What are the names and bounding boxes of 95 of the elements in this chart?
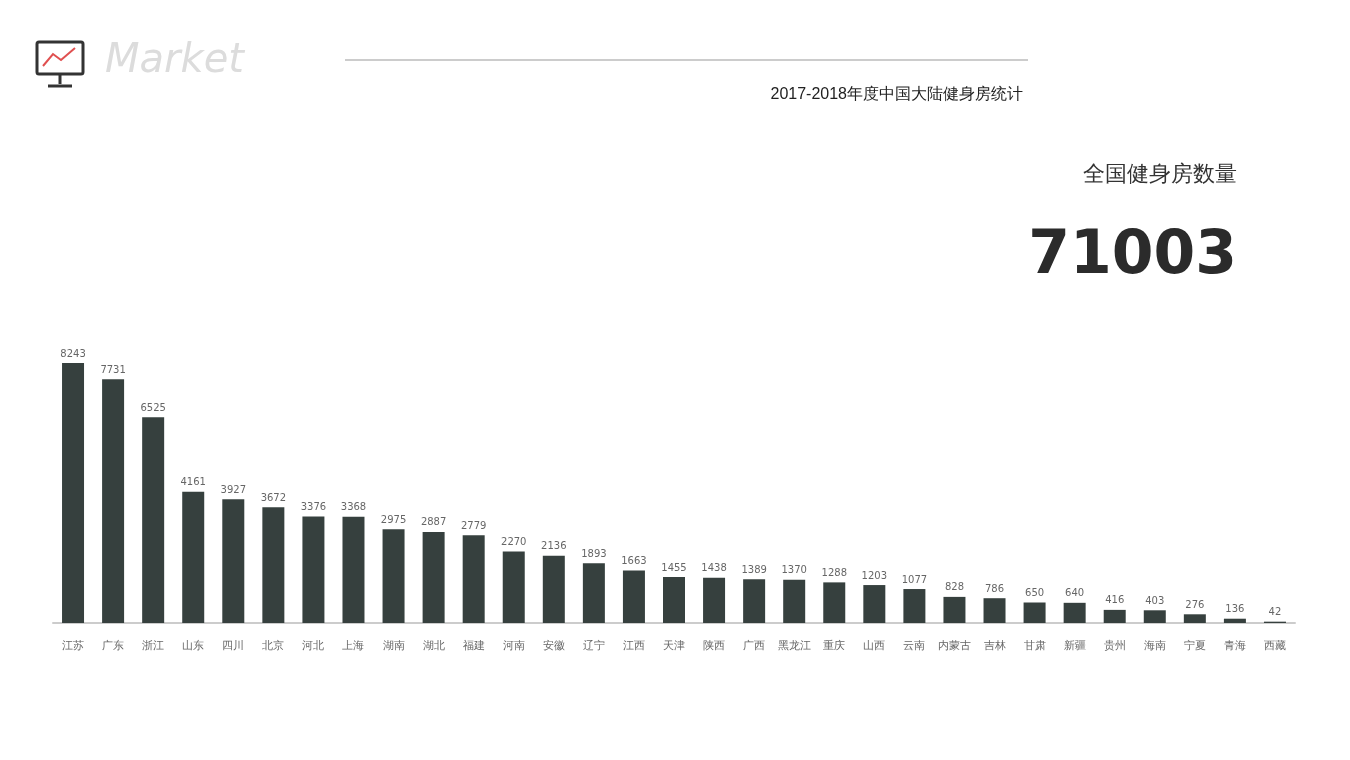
- bar: [1223, 618, 1246, 623]
- bar: [102, 379, 125, 623]
- bar: [502, 551, 525, 623]
- data-label: 3376: [300, 501, 327, 513]
- x-tick-label: 云南: [903, 638, 926, 651]
- x-tick-label: 吉林: [983, 638, 1006, 651]
- x-tick-label: 天津: [663, 638, 685, 651]
- data-label: 42: [1268, 606, 1282, 618]
- data-label: 4161: [180, 476, 206, 488]
- bar: [1103, 609, 1126, 623]
- bar: [302, 516, 325, 623]
- data-label: 136: [1225, 603, 1245, 615]
- x-tick-label: 山西: [863, 638, 886, 651]
- data-label: 2779: [460, 519, 487, 531]
- bar: [262, 507, 285, 623]
- data-label: 650: [1025, 587, 1045, 598]
- bar: [62, 363, 85, 623]
- x-tick-label: 青海: [1223, 638, 1246, 651]
- x-tick-label: 甘肃: [1023, 638, 1046, 651]
- x-tick-label: 辽宁: [582, 638, 605, 651]
- data-label: 640: [1065, 587, 1085, 599]
- bar: [542, 555, 565, 623]
- bar: [622, 570, 645, 623]
- x-tick-label: 贵州: [1103, 638, 1126, 651]
- x-tick-label: 西藏: [1263, 638, 1286, 651]
- bar: [663, 577, 685, 623]
- data-label: 2136: [541, 540, 567, 552]
- bar: [1143, 610, 1166, 623]
- data-label: 2887: [420, 516, 447, 528]
- data-label: 1203: [861, 569, 888, 581]
- bar: [582, 563, 605, 623]
- bar: [863, 585, 886, 623]
- bar: [342, 516, 365, 623]
- bar: [903, 589, 926, 623]
- x-tick-label: 陕西: [703, 638, 726, 651]
- data-label: 1663: [621, 555, 647, 567]
- bar: [222, 499, 245, 623]
- x-tick-label: 上海: [342, 638, 365, 651]
- x-tick-label: 四川: [222, 638, 245, 651]
- data-label: 3927: [220, 483, 247, 495]
- x-tick-label: 宁夏: [1183, 638, 1206, 651]
- bar: [703, 577, 726, 623]
- x-tick-label: 湖北: [422, 638, 445, 651]
- x-tick-label: 黑龙江: [777, 638, 811, 651]
- chart-title: 2017-2018年度中国大陆健身房统计: [770, 84, 1023, 102]
- bar: [422, 531, 445, 623]
- x-tick-label: 新疆: [1063, 638, 1086, 651]
- x-tick-label: 河北: [302, 638, 325, 651]
- x-tick-label: 湖南: [382, 638, 405, 651]
- bar: [783, 579, 806, 623]
- data-label: 1389: [741, 563, 767, 575]
- text: 全国健身房数量: [1083, 160, 1237, 186]
- data-label: 403: [1145, 594, 1165, 606]
- data-label: 786: [984, 582, 1005, 594]
- data-label: 2975: [380, 513, 407, 525]
- data-label: 6525: [140, 401, 166, 413]
- bar: [743, 579, 766, 623]
- data-label: 828: [944, 581, 964, 593]
- data-label: 276: [1185, 598, 1205, 610]
- data-label: 2270: [501, 535, 527, 547]
- data-label: 7731: [100, 363, 126, 375]
- bar: [142, 417, 165, 623]
- data-label: 1455: [661, 561, 687, 573]
- bar: [1063, 602, 1086, 623]
- data-label: 8243: [60, 347, 86, 359]
- bar: [462, 535, 485, 623]
- x-tick-label: 江西: [622, 638, 645, 651]
- x-tick-label: 海南: [1143, 638, 1166, 651]
- bar: [943, 596, 966, 623]
- data-label: 416: [1105, 594, 1125, 606]
- data-label: 1370: [781, 564, 807, 576]
- text: 71003: [1028, 217, 1238, 287]
- bar: [983, 598, 1006, 623]
- x-tick-label: 广西: [743, 638, 766, 651]
- x-tick-label: 河南: [502, 638, 525, 651]
- data-label: 3368: [340, 501, 367, 513]
- x-tick-label: 北京: [262, 638, 285, 651]
- x-tick-label: 广东: [102, 638, 125, 651]
- x-tick-label: 山东: [182, 638, 205, 651]
- bar: [1023, 602, 1046, 623]
- bar: [823, 582, 846, 623]
- bar: [382, 529, 405, 623]
- data-label: 1288: [821, 566, 847, 578]
- bar: [182, 491, 205, 623]
- data-label: 1077: [901, 573, 928, 585]
- x-tick-label: 安徽: [542, 638, 565, 651]
- x-tick-label: 重庆: [823, 638, 846, 651]
- x-tick-label: 福建: [462, 638, 485, 651]
- x-tick-label: 浙江: [142, 638, 165, 651]
- x-tick-label: 内蒙古: [937, 638, 971, 651]
- data-label: 1893: [581, 547, 607, 559]
- data-label: 1438: [701, 562, 727, 574]
- data-label: 3672: [260, 491, 287, 503]
- x-tick-label: 江苏: [62, 638, 85, 651]
- bar: [1183, 614, 1206, 623]
